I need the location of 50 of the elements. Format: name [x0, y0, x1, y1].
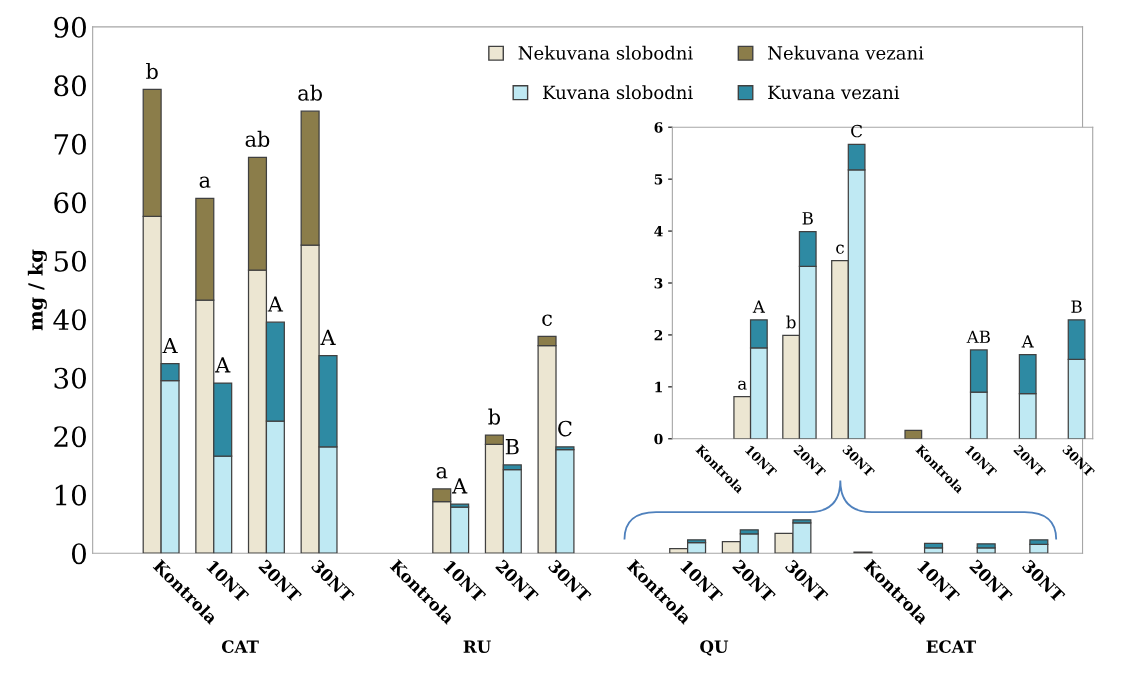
legend-label: Nekuvana vezani	[768, 45, 924, 60]
y-tick-label: 80	[54, 75, 86, 97]
data-label: B	[1071, 300, 1082, 313]
data-label: A	[752, 300, 766, 313]
data-label: A	[320, 329, 336, 345]
y-tick-label: 1	[655, 381, 662, 393]
legend-label: Nekuvana slobodni	[518, 45, 693, 60]
y-tick-label: 60	[54, 192, 86, 214]
data-label: A	[267, 296, 284, 312]
data-label: a	[738, 380, 747, 390]
legend-label: Kuvana slobodni	[543, 85, 693, 100]
data-label: b	[146, 63, 158, 80]
data-label: a	[436, 467, 448, 479]
data-label: c	[542, 314, 552, 326]
data-label: AB	[966, 330, 990, 343]
y-axis-title: mg / kg	[27, 249, 47, 331]
data-label: C	[558, 420, 572, 437]
y-tick-label: 4	[654, 226, 663, 237]
text: QU	[700, 640, 729, 656]
text: ECAT	[926, 640, 976, 653]
data-label: c	[836, 244, 844, 254]
legend-label: Kuvana vezani	[768, 85, 900, 100]
data-label: B	[505, 439, 519, 455]
y-tick-label: 20	[54, 426, 86, 448]
y-tick-label: 0	[71, 543, 86, 565]
y-tick-label: 0	[654, 433, 663, 445]
data-label: A	[1021, 335, 1034, 348]
y-tick-label: 30	[54, 367, 86, 389]
y-tick-label: 5	[654, 174, 663, 185]
y-tick-label: 70	[54, 133, 86, 155]
text: CAT	[221, 640, 259, 653]
y-tick-label: 3	[654, 277, 663, 289]
data-label: A	[452, 478, 468, 494]
data-label: A	[215, 357, 231, 373]
data-label: A	[162, 337, 178, 354]
data-label: ab	[245, 130, 270, 147]
y-tick-label: 40	[53, 309, 86, 331]
data-label: b	[786, 315, 796, 329]
text: RU	[463, 640, 491, 653]
y-tick-label: 6	[654, 122, 663, 133]
y-tick-label: 50	[54, 250, 86, 272]
data-label: a	[199, 176, 211, 188]
y-tick-label: 2	[654, 329, 663, 341]
y-tick-label: 10	[55, 484, 86, 506]
data-label: C	[851, 124, 862, 138]
y-tick-label: 90	[54, 16, 86, 38]
data-label: ab	[298, 84, 322, 101]
bar	[904, 429, 923, 439]
data-label: B	[802, 212, 813, 225]
data-label: b	[488, 408, 501, 425]
